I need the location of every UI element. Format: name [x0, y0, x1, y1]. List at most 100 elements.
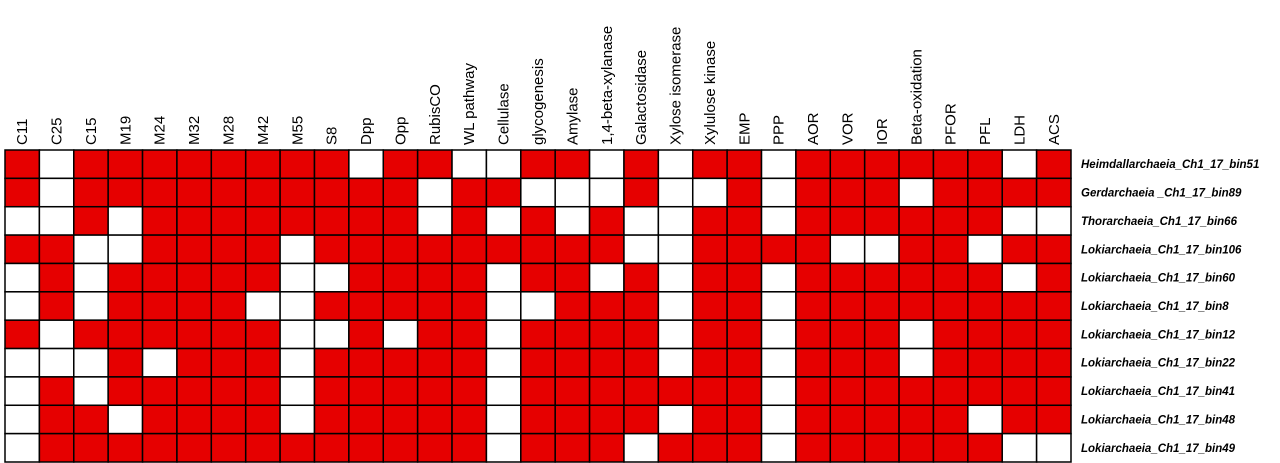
cell [795, 149, 832, 180]
column-label: M42 [255, 116, 272, 145]
cell [416, 432, 453, 463]
column-label: IOR [874, 118, 891, 145]
cell [348, 347, 385, 378]
cell [863, 234, 900, 265]
column-label: Opp [392, 117, 409, 145]
column-label: Dpp [358, 117, 375, 145]
row-label: Lokiarchaeia_Ch1_17_bin22 [1081, 358, 1236, 370]
cell [691, 205, 728, 236]
cell [760, 404, 797, 435]
cell [623, 205, 660, 236]
cell [313, 404, 350, 435]
cell [898, 291, 935, 321]
cell [279, 347, 316, 378]
row-label: Heimdallarchaeia_Ch1_17_bin51 [1081, 159, 1259, 171]
cell [210, 404, 247, 435]
cell [863, 432, 900, 463]
cell [932, 262, 969, 293]
cell [520, 177, 556, 208]
cell [107, 234, 144, 265]
cell [588, 177, 625, 208]
cell [932, 177, 969, 208]
cell [141, 404, 178, 435]
row-label: Lokiarchaeia_Ch1_17_bin12 [1081, 329, 1236, 341]
cell [485, 149, 522, 180]
cell [863, 376, 900, 407]
cell [244, 234, 281, 265]
cell [863, 205, 900, 236]
cell [967, 319, 1003, 350]
cell [795, 347, 832, 378]
cell [829, 177, 866, 208]
column-label: VOR [839, 112, 856, 145]
cell [657, 177, 694, 208]
cell [760, 262, 797, 293]
cell [588, 319, 625, 350]
cell [176, 149, 213, 180]
cell [38, 432, 75, 463]
cell [657, 234, 694, 265]
cell [1001, 376, 1038, 407]
cell [623, 149, 660, 180]
cell [210, 347, 247, 378]
cell [520, 291, 556, 321]
cell [898, 432, 935, 463]
cell [795, 177, 832, 208]
row-label: Lokiarchaeia_Ch1_17_bin49 [1081, 443, 1236, 455]
cell [967, 262, 1003, 293]
column-label: PFL [977, 117, 994, 145]
cell [141, 205, 178, 236]
cell [38, 319, 75, 350]
cell [451, 205, 488, 236]
cell [829, 404, 866, 435]
cell [967, 376, 1003, 407]
cell [416, 319, 453, 350]
cell [1001, 347, 1038, 378]
cell [795, 205, 832, 236]
cell [4, 149, 41, 180]
cell [726, 205, 763, 236]
cell [107, 291, 144, 321]
cell [623, 291, 660, 321]
cell [932, 432, 969, 463]
cell [348, 291, 385, 321]
row-label: Lokiarchaeia_Ch1_17_bin8 [1081, 301, 1229, 313]
column-label: Amylase [564, 87, 581, 145]
cell [829, 234, 866, 265]
column-label: ACS [1046, 114, 1063, 145]
column-label: Galactosidase [633, 50, 650, 145]
cell [313, 319, 350, 350]
cell [898, 404, 935, 435]
cell [210, 376, 247, 407]
cell [244, 205, 281, 236]
cell [416, 347, 453, 378]
cell [588, 205, 625, 236]
cell [1035, 404, 1072, 435]
cell [691, 319, 728, 350]
column-label: PPP [771, 115, 788, 145]
cell [451, 291, 488, 321]
cell [38, 205, 75, 236]
cell [416, 149, 453, 180]
cell [967, 149, 1003, 180]
cell [73, 291, 109, 321]
cell [348, 319, 385, 350]
cell [1035, 205, 1072, 236]
cell [38, 291, 75, 321]
cell [898, 177, 935, 208]
cell [760, 177, 797, 208]
column-label: M24 [152, 116, 169, 145]
cell [244, 404, 281, 435]
cell [4, 404, 41, 435]
column-label: C25 [49, 117, 66, 145]
cell [416, 291, 453, 321]
cell [520, 262, 556, 293]
cell [176, 319, 213, 350]
cell [451, 149, 488, 180]
cell [726, 149, 763, 180]
cell [451, 262, 488, 293]
cell [588, 234, 625, 265]
column-label: M28 [221, 116, 238, 145]
column-label: S8 [324, 127, 341, 145]
cell [863, 347, 900, 378]
